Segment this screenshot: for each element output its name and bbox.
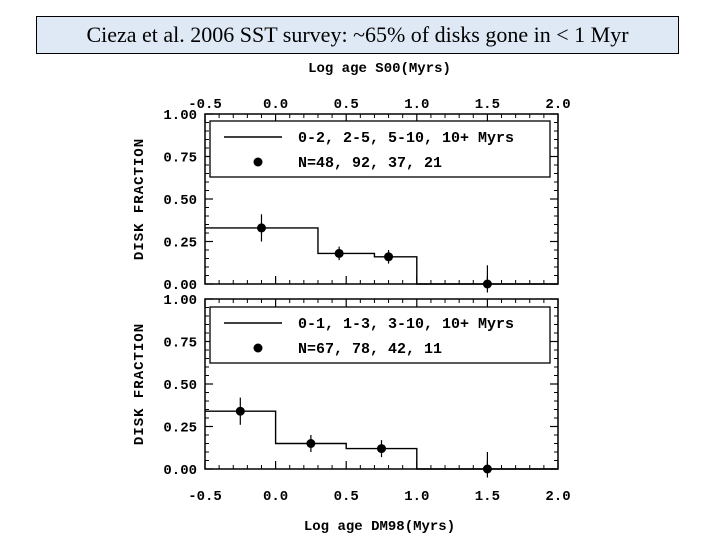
top-ylabel: DISK FRACTION bbox=[132, 138, 148, 260]
bottom-xtick-label: 2.0 bbox=[545, 489, 570, 505]
top-ytick-label: 1.00 bbox=[163, 108, 197, 124]
top-xtick-label: 0.5 bbox=[334, 97, 359, 113]
bottom-legend-point-sample bbox=[253, 343, 263, 353]
bottom-data-point bbox=[235, 406, 245, 416]
top-xtick-label: 2.0 bbox=[545, 97, 570, 113]
bottom-xtick-label: 1.0 bbox=[404, 489, 429, 505]
bottom-data-point bbox=[306, 439, 316, 448]
top-legend-box bbox=[209, 120, 551, 178]
bottom-data-point bbox=[377, 444, 386, 454]
bottom-legend-box bbox=[209, 306, 551, 364]
top-data-point bbox=[334, 248, 344, 258]
top-xtick-label: -0.5 bbox=[188, 97, 222, 113]
top-legend-line-label: 0-2, 2-5, 5-10, 10+ Myrs bbox=[298, 130, 514, 147]
bottom-xtick-label: -0.5 bbox=[188, 489, 222, 505]
top-data-point bbox=[384, 252, 394, 262]
top-xtick-label: 0.0 bbox=[263, 97, 288, 113]
top-ytick-label: 0.00 bbox=[163, 278, 197, 294]
bottom-xlabel: Log age DM98(Myrs) bbox=[304, 519, 455, 535]
bottom-ylabel: DISK FRACTION bbox=[132, 323, 148, 445]
slide-title: Cieza et al. 2006 SST survey: ~65% of di… bbox=[36, 16, 679, 54]
top-ytick-label: 0.50 bbox=[163, 193, 197, 209]
bottom-xtick-label: 0.5 bbox=[334, 489, 359, 505]
bottom-ytick-label: 0.50 bbox=[163, 378, 197, 394]
top-legend-point-label: N=48, 92, 37, 21 bbox=[298, 155, 442, 172]
bottom-ytick-label: 1.00 bbox=[163, 293, 197, 309]
bottom-step-line bbox=[205, 410, 558, 470]
bottom-legend-point-label: N=67, 78, 42, 11 bbox=[298, 341, 442, 358]
top-step-line bbox=[205, 227, 558, 285]
top-ytick-label: 0.75 bbox=[163, 151, 197, 167]
bottom-ytick-label: 0.00 bbox=[163, 463, 197, 479]
top-legend-point-sample bbox=[253, 157, 263, 167]
bottom-ytick-label: 0.25 bbox=[163, 421, 197, 437]
bottom-xtick-label: 1.5 bbox=[475, 489, 500, 505]
top-data-point bbox=[482, 279, 492, 289]
top-xtick-label: 1.5 bbox=[475, 97, 500, 113]
top-xlabel: Log age S00(Myrs) bbox=[308, 61, 451, 77]
top-ytick-label: 0.25 bbox=[163, 236, 197, 252]
bottom-ytick-label: 0.75 bbox=[163, 336, 197, 352]
top-xtick-label: 1.0 bbox=[404, 97, 429, 113]
bottom-legend-line-label: 0-1, 1-3, 3-10, 10+ Myrs bbox=[298, 316, 514, 333]
bottom-data-point bbox=[482, 464, 492, 474]
bottom-xtick-label: 0.0 bbox=[263, 489, 288, 505]
top-data-point bbox=[256, 223, 266, 233]
